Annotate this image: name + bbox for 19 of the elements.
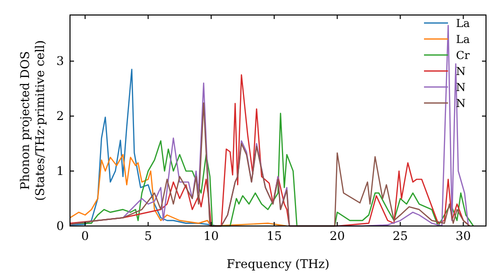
y-tick-label: 2 <box>56 109 64 124</box>
x-axis-title: Frequency (THz) <box>226 257 330 271</box>
y-tick-label: 3 <box>56 54 64 68</box>
legend-label: La <box>456 33 470 46</box>
x-tick-label: 10 <box>204 229 219 243</box>
legend-label: N <box>456 65 466 78</box>
x-tick-label: 15 <box>266 229 282 243</box>
line-series <box>69 154 288 227</box>
legend-label: La <box>456 17 470 30</box>
x-tick-label: 5 <box>144 229 152 243</box>
y-axis-title: Phonon projected DOS (States/THz·primitive cell) <box>18 40 47 201</box>
x-tick-label: 30 <box>456 229 471 243</box>
x-tick-label: 0 <box>81 229 89 243</box>
y-tick-label: 0 <box>56 219 64 233</box>
x-tick-label: 20 <box>330 229 345 243</box>
legend-label: N <box>456 81 466 94</box>
x-tick-label: 25 <box>392 229 408 243</box>
legend-label: Cr <box>456 49 470 62</box>
y-tick-label: 1 <box>56 164 64 178</box>
